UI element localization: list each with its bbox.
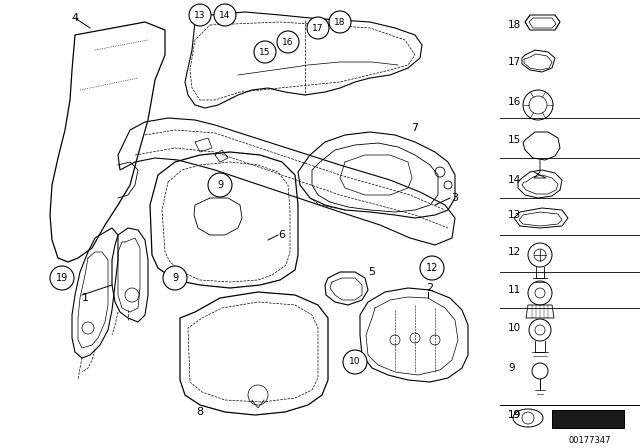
Text: 10: 10 [349,358,361,366]
Text: 1: 1 [81,293,88,303]
Text: 4: 4 [72,13,79,23]
Text: 9: 9 [217,180,223,190]
Text: 18: 18 [508,20,521,30]
Circle shape [329,11,351,33]
Text: 13: 13 [508,210,521,220]
Circle shape [343,350,367,374]
Text: 8: 8 [196,407,204,417]
Text: 15: 15 [508,135,521,145]
Circle shape [214,4,236,26]
Text: 7: 7 [412,123,419,133]
Text: 15: 15 [259,47,271,56]
Circle shape [189,4,211,26]
Text: 9: 9 [508,363,515,373]
Text: 5: 5 [369,267,376,277]
Circle shape [277,31,299,53]
Text: 9: 9 [172,273,178,283]
Text: 2: 2 [426,283,433,293]
Text: 6: 6 [278,230,285,240]
Text: 14: 14 [508,175,521,185]
Text: 19: 19 [508,410,521,420]
Circle shape [307,17,329,39]
Circle shape [420,256,444,280]
Text: 16: 16 [282,38,294,47]
Circle shape [50,266,74,290]
Circle shape [163,266,187,290]
Circle shape [208,173,232,197]
Text: 14: 14 [220,10,230,20]
Text: 11: 11 [508,285,521,295]
Text: 18: 18 [334,17,346,26]
Text: 12: 12 [508,247,521,257]
Text: 17: 17 [508,57,521,67]
Text: 16: 16 [508,97,521,107]
Text: 00177347: 00177347 [569,435,611,444]
Text: 17: 17 [312,23,324,33]
Bar [552,410,624,428]
Text: 13: 13 [195,10,205,20]
Circle shape [254,41,276,63]
Text: 12: 12 [426,263,438,273]
Text: 19: 19 [56,273,68,283]
Text: 10: 10 [508,323,521,333]
Text: 19: 19 [508,410,521,420]
Text: 3: 3 [451,193,458,203]
